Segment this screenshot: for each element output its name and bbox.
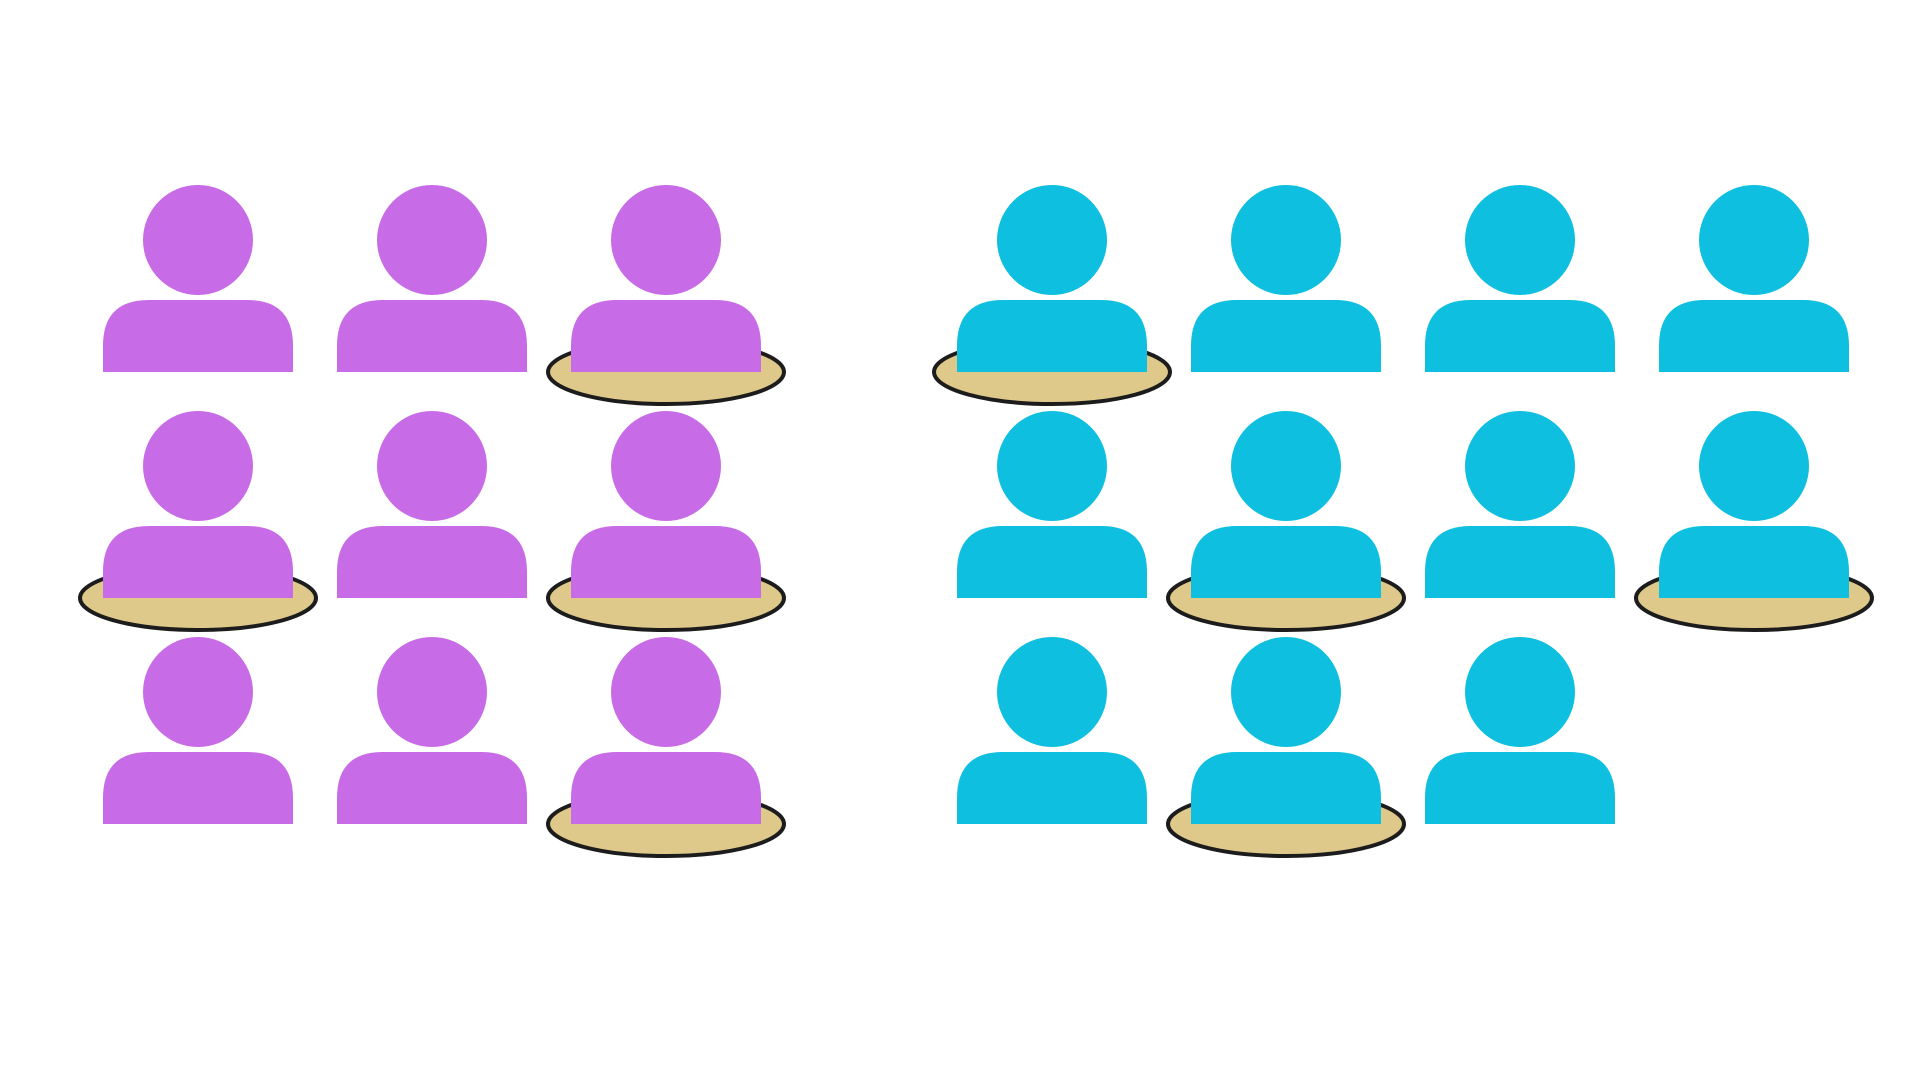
- person-head: [143, 185, 253, 295]
- person-icon: [103, 637, 293, 824]
- person-head: [377, 637, 487, 747]
- person-body: [571, 526, 761, 598]
- person-body: [1425, 300, 1615, 372]
- person-body: [571, 752, 761, 824]
- person-head: [143, 411, 253, 521]
- person-head: [1465, 185, 1575, 295]
- person-icon: [1659, 185, 1849, 372]
- person-icon: [1425, 637, 1615, 824]
- person-icon: [1166, 637, 1406, 858]
- person-icon: [1425, 185, 1615, 372]
- person-body: [103, 300, 293, 372]
- person-head: [611, 411, 721, 521]
- person-body: [1659, 300, 1849, 372]
- person-body: [1659, 526, 1849, 598]
- person-icon: [1166, 411, 1406, 632]
- group-a: [78, 185, 786, 858]
- person-icon: [957, 637, 1147, 824]
- person-head: [997, 185, 1107, 295]
- person-head: [377, 411, 487, 521]
- person-head: [143, 637, 253, 747]
- person-head: [997, 637, 1107, 747]
- person-head: [997, 411, 1107, 521]
- person-icon: [1425, 411, 1615, 598]
- person-head: [1231, 411, 1341, 521]
- person-body: [1191, 752, 1381, 824]
- person-body: [957, 526, 1147, 598]
- person-head: [1699, 411, 1809, 521]
- person-icon: [337, 637, 527, 824]
- person-body: [337, 752, 527, 824]
- person-head: [1231, 185, 1341, 295]
- person-head: [1465, 411, 1575, 521]
- person-icon: [957, 411, 1147, 598]
- person-body: [571, 300, 761, 372]
- person-icon: [103, 185, 293, 372]
- person-icon: [932, 185, 1172, 406]
- person-icon: [78, 411, 318, 632]
- person-body: [1425, 526, 1615, 598]
- person-head: [611, 637, 721, 747]
- group-b: [932, 185, 1874, 858]
- person-icon: [546, 637, 786, 858]
- person-icon: [1191, 185, 1381, 372]
- person-body: [1425, 752, 1615, 824]
- person-body: [1191, 300, 1381, 372]
- person-icon: [546, 411, 786, 632]
- person-body: [103, 526, 293, 598]
- person-head: [1465, 637, 1575, 747]
- person-body: [103, 752, 293, 824]
- person-body: [337, 300, 527, 372]
- person-body: [1191, 526, 1381, 598]
- person-body: [337, 526, 527, 598]
- person-head: [611, 185, 721, 295]
- person-body: [957, 752, 1147, 824]
- person-icon: [337, 411, 527, 598]
- person-icon: [546, 185, 786, 406]
- person-icon: [337, 185, 527, 372]
- person-body: [957, 300, 1147, 372]
- person-head: [1231, 637, 1341, 747]
- person-head: [377, 185, 487, 295]
- person-head: [1699, 185, 1809, 295]
- person-icon: [1634, 411, 1874, 632]
